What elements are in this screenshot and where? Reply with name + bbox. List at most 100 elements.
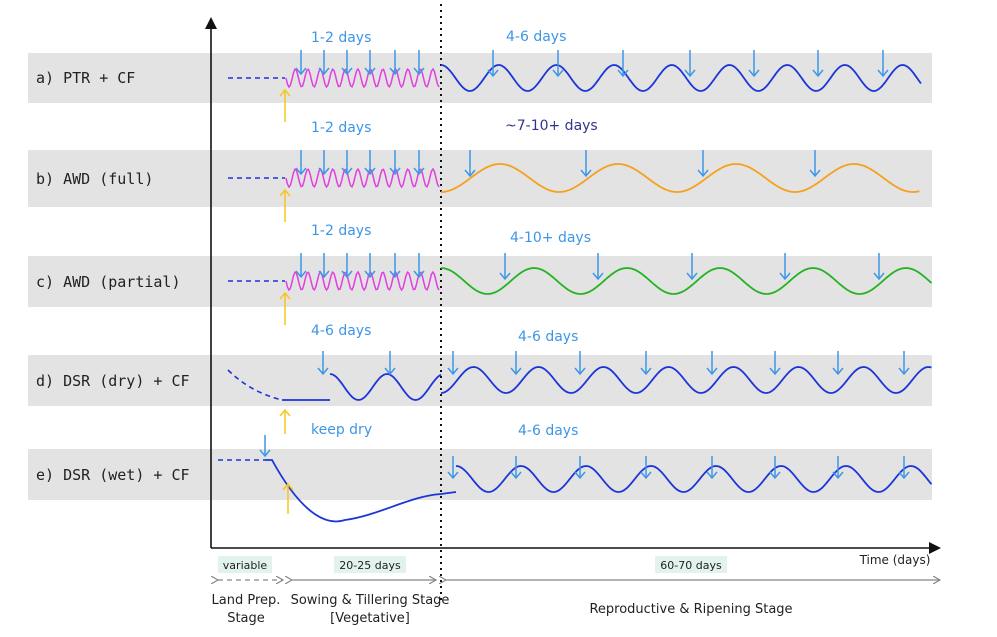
early-irrigation-arrow-a-3-head [364,67,376,76]
early-irrigation-arrow-d-1 [384,351,396,376]
early-irrigation-arrow-c-4 [389,253,401,279]
early-irrigation-arrow-c-5-head [413,270,425,279]
early-irrigation-arrow-a-5 [413,50,425,76]
early-irrigation-arrow-b-1 [318,150,330,176]
late-irrigation-arrow-e-6-head [832,471,844,480]
sowing-arrow-e [282,482,294,514]
early-wave-a [285,67,440,89]
early-irrigation-arrow-a-0-head [295,67,307,76]
interval-early-b: 1-2 days [311,120,371,136]
interval-early-a: 1-2 days [311,30,371,46]
axes [205,4,941,600]
late-irrigation-arrow-d-3-head [640,367,652,376]
late-irrigation-arrow-d-7 [898,351,910,376]
early-irrigation-arrow-d-0 [317,351,329,376]
late-irrigation-arrow-d-5-head [769,367,781,376]
sowing-arrow-d [279,408,291,434]
late-irrigation-arrow-e-2 [574,456,586,480]
late-irrigation-arrow-b-2 [697,150,709,178]
transplant-arrow-b [279,188,291,222]
late-irrigation-arrow-a-2-head [617,69,629,78]
interval-late-a: 4-6 days [506,29,566,45]
early-wave-c [285,270,440,292]
early-irrigation-arrow-a-0 [295,50,307,76]
late-irrigation-arrow-d-4-head [706,367,718,376]
interval-late-c: 4-10+ days [510,230,591,246]
row-label-a: a) PTR + CF [36,69,135,87]
stage-name-2-line2: [Vegetative] [330,611,410,626]
early-irrigation-arrow-b-5 [413,150,425,176]
late-irrigation-arrow-a-1-head [552,69,564,78]
early-wave-b [285,167,440,189]
late-irrigation-arrow-a-2 [617,50,629,78]
late-wave-d [440,366,932,394]
row-band-a [28,53,932,103]
late-irrigation-arrow-e-1-head [510,471,522,480]
early-irrigation-arrow-a-5-head [413,67,425,76]
early-irrigation-arrow-c-3-head [364,270,376,279]
late-irrigation-arrow-e-4 [706,456,718,480]
late-irrigation-arrow-d-1-head [510,367,522,376]
interval-early-e: keep dry [311,422,372,438]
late-irrigation-arrow-a-5-head [812,69,824,78]
late-irrigation-arrow-d-7-head [898,367,910,376]
early-irrigation-arrow-e-0-head [259,449,271,458]
late-irrigation-arrow-a-3 [684,50,696,78]
late-irrigation-arrow-a-6-head [877,69,889,78]
early-irrigation-arrow-c-0 [295,253,307,279]
late-irrigation-arrow-a-0 [487,50,499,78]
late-irrigation-arrow-b-0-head [464,169,476,178]
stage-name-3-line1: Reproductive & Ripening Stage [589,602,792,617]
late-irrigation-arrow-c-0 [499,253,511,281]
late-wave-e [455,465,933,493]
row-band-e [28,449,932,500]
interval-late-e: 4-6 days [518,423,578,439]
early-irrigation-arrow-a-2-head [341,67,353,76]
interval-labels: 1-2 days 4-6 days 1-2 days ~7-10+ days 1… [311,29,598,439]
late-irrigation-arrow-d-6 [832,351,844,376]
stage-duration-1: variable [223,559,268,572]
transplant-arrow-a-head [279,88,291,97]
y-axis-arrowhead [205,17,217,29]
early-irrigation-arrow-b-2 [341,150,353,176]
late-wave-a [440,64,922,92]
stage-duration-3: 60-70 days [660,559,722,572]
late-irrigation-arrow-d-0-head [447,367,459,376]
late-irrigation-arrow-e-0-head [447,471,459,480]
late-irrigation-arrow-d-6-head [832,367,844,376]
early-irrigation-arrow-b-0-head [295,167,307,176]
baseline-dashed-d [227,369,283,401]
late-irrigation-arrow-e-6 [832,456,844,480]
late-irrigation-arrow-d-1 [510,351,522,376]
interval-late-d: 4-6 days [518,329,578,345]
early-irrigation-arrow-c-3 [364,253,376,279]
late-irrigation-arrow-e-0 [447,456,459,480]
row-label-b: b) AWD (full) [36,170,153,188]
late-irrigation-arrow-b-1 [580,150,592,178]
late-irrigation-arrow-c-3-head [779,272,791,281]
late-irrigation-arrow-c-4-head [873,272,885,281]
early-irrigation-arrow-b-0 [295,150,307,176]
stage-duration-box-3 [655,556,727,573]
early-irrigation-arrow-c-4-head [389,270,401,279]
late-wave-c [440,267,933,295]
transplant-arrow-c-head [279,291,291,300]
early-irrigation-arrow-c-2 [341,253,353,279]
early-irrigation-arrow-b-3-head [364,167,376,176]
stage-bar: variable 20-25 days 60-70 days Time (day… [212,553,940,626]
late-irrigation-arrow-e-2-head [574,471,586,480]
late-irrigation-arrow-e-1 [510,456,522,480]
late-irrigation-arrow-d-5 [769,351,781,376]
stage-duration-2: 20-25 days [339,559,401,572]
transplant-arrow-c [279,291,291,325]
late-irrigation-arrow-d-3 [640,351,652,376]
early-irrigation-arrow-e-0 [259,435,271,458]
late-irrigation-arrow-c-3 [779,253,791,281]
transplant-arrow-a [279,88,291,122]
late-irrigation-arrow-b-0 [464,150,476,178]
late-irrigation-arrow-e-5 [769,456,781,480]
stage-duration-box-2 [334,556,406,573]
row-bands [28,53,932,500]
early-irrigation-arrow-b-5-head [413,167,425,176]
early-irrigation-arrow-b-4-head [389,167,401,176]
